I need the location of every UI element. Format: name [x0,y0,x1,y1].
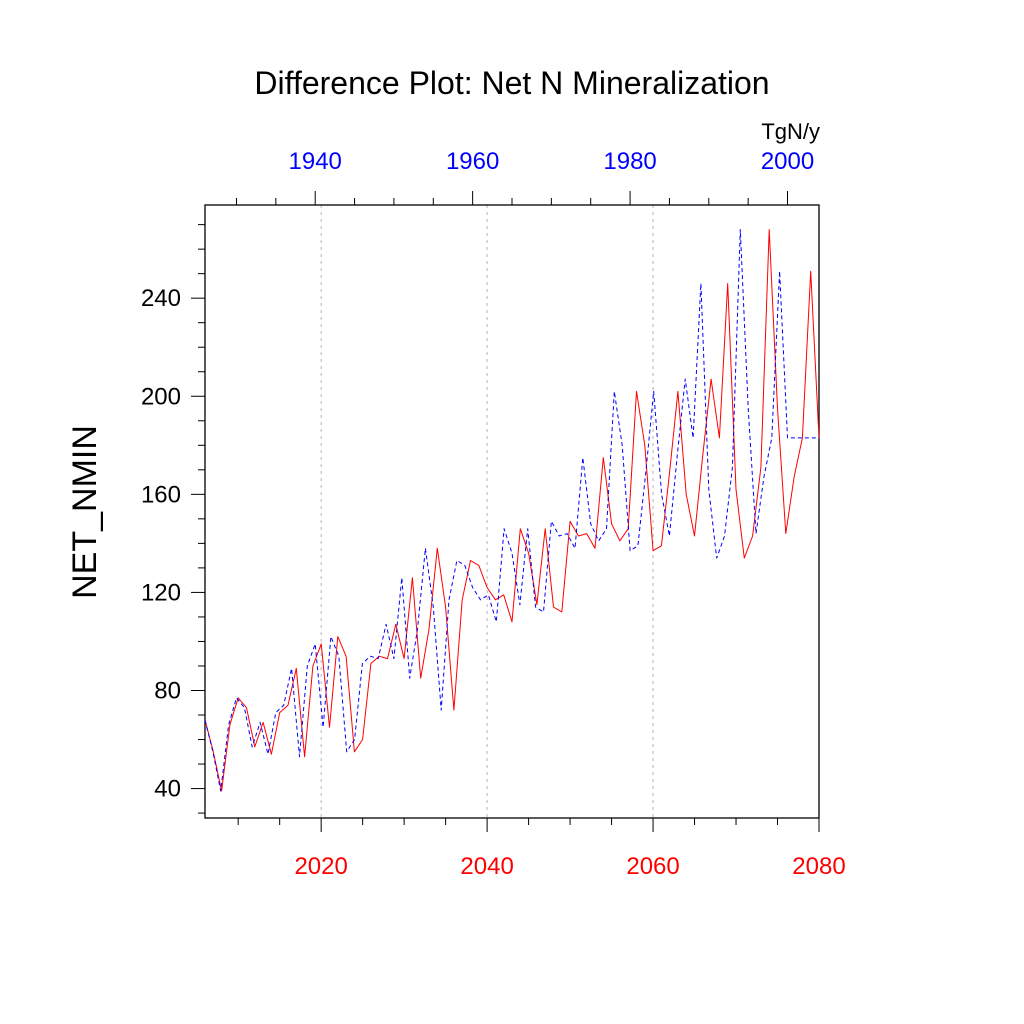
y-tick-label: 240 [141,285,181,312]
axes [191,191,820,832]
y-tick-label: 160 [141,481,181,508]
chart-title: Difference Plot: Net N Mineralization [254,65,769,101]
grid-lines [320,205,654,818]
y-tick-label: 120 [141,579,181,606]
plot-frame [204,204,820,819]
y-tick-label: 200 [141,383,181,410]
bottom-tick-label: 2040 [460,853,513,880]
top-tick-label: 2000 [761,148,814,175]
historical-series-line [204,229,819,792]
future-series-line [204,229,820,792]
tick-labels: 2020 2040 2060 2080 1940 1960 1980 2000 40 80 120 1… [141,148,846,880]
bottom-tick-label: 2080 [792,853,845,880]
y-tick-label: 40 [154,776,181,803]
bottom-tick-label: 2020 [294,853,347,880]
top-tick-label: 1960 [446,148,499,175]
y-tick-label: 80 [154,677,181,704]
top-tick-label: 1940 [289,148,342,175]
series-lines [204,229,820,792]
y-axis-title: NET_NMIN [66,425,104,599]
bottom-tick-label: 2060 [626,853,679,880]
top-tick-label: 1980 [603,148,656,175]
units-label: TgN/y [761,119,820,144]
